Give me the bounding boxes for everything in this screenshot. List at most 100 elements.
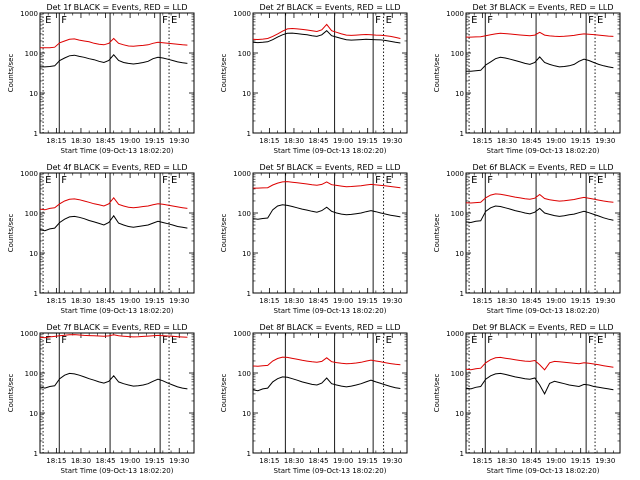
event-marker-label: E [471,15,477,26]
y-tick-label: 1 [34,450,38,458]
plot-frame [465,172,621,294]
panel-det-3: Det 3f BLACK = Events, RED = LLD Counts/s… [433,3,621,155]
x-tick-label: 18:45 [521,137,541,145]
x-tick-label: 18:45 [521,457,541,465]
y-axis-label: Counts/sec [220,374,228,413]
x-tick-label: 18:30 [284,137,304,145]
x-tick-label: 19:15 [571,297,591,305]
series-events [466,56,614,72]
y-tick-label: 1 [34,290,38,298]
x-tick-label: 18:15 [259,137,279,145]
x-tick-label: 19:15 [358,137,378,145]
y-tick-label: 100 [25,50,38,58]
x-tick-label: 19:15 [145,297,165,305]
x-tick-label: 19:30 [595,137,615,145]
series-lld [252,23,401,41]
x-tick-label: 18:30 [71,137,91,145]
series-lld [465,356,614,371]
series-events [252,376,401,392]
y-tick-label: 1000 [233,10,251,18]
x-axis-label: Start Time (09-Oct-13 18:02:20) [487,307,600,315]
x-tick-label: 19:00 [546,297,566,305]
event-marker-label: E [471,335,477,346]
x-tick-label: 18:30 [71,457,91,465]
panel-title: Det 9f BLACK = Events, RED = LLD [472,323,613,332]
x-tick-label: 18:45 [95,457,115,465]
series-events [39,372,188,390]
y-tick-label: 1000 [20,330,38,338]
x-tick-label: 19:30 [169,297,189,305]
x-axis-label: Start Time (09-Oct-13 18:02:20) [274,147,387,155]
y-tick-label: 1000 [233,330,251,338]
event-marker-label: F [162,335,168,346]
plot-frame [252,332,408,454]
y-tick-label: 10 [242,250,251,258]
series-lld [466,31,614,38]
panel-title: Det 5f BLACK = Events, RED = LLD [259,163,400,172]
panel-title: Det 7f BLACK = Events, RED = LLD [46,323,187,332]
panel-title: Det 2f BLACK = Events, RED = LLD [259,3,400,12]
event-marker-label: E [171,335,177,346]
plot-frame [465,332,621,454]
series-lld [252,356,401,367]
event-marker-label: F [61,175,67,186]
x-tick-label: 18:45 [308,137,328,145]
panel-title: Det 6f BLACK = Events, RED = LLD [472,163,613,172]
y-tick-label: 10 [29,90,38,98]
event-marker-label: E [45,15,51,26]
panel-det-2: Det 2f BLACK = Events, RED = LLD Counts/s… [220,3,408,155]
event-marker-label: E [45,335,51,346]
x-tick-label: 19:00 [120,297,140,305]
x-tick-label: 19:30 [382,297,402,305]
y-tick-label: 10 [455,250,464,258]
x-tick-label: 18:30 [284,297,304,305]
x-axis-label: Start Time (09-Oct-13 18:02:20) [487,147,600,155]
y-axis-label: Counts/sec [220,214,228,253]
x-tick-label: 19:30 [382,457,402,465]
event-marker-label: E [471,175,477,186]
plot-frame [39,172,195,294]
plot-frame [252,172,408,294]
event-marker-label: F [61,335,67,346]
event-marker-label: F [487,15,493,26]
panel-title: Det 4f BLACK = Events, RED = LLD [46,163,187,172]
panel-det-9: Det 9f BLACK = Events, RED = LLD Counts/s… [433,323,621,475]
y-tick-label: 100 [25,370,38,378]
series-events [40,54,188,68]
x-axis-label: Start Time (09-Oct-13 18:02:20) [61,147,174,155]
x-tick-label: 19:30 [595,297,615,305]
event-marker-label: F [588,335,594,346]
series-lld [253,181,401,189]
x-axis-label: Start Time (09-Oct-13 18:02:20) [274,467,387,475]
y-tick-label: 1000 [20,10,38,18]
x-tick-label: 19:00 [546,137,566,145]
x-tick-label: 18:15 [46,297,66,305]
panel-title: Det 8f BLACK = Events, RED = LLD [259,323,400,332]
y-tick-label: 100 [25,210,38,218]
y-tick-label: 10 [455,90,464,98]
event-marker-label: F [487,335,493,346]
y-tick-label: 1000 [446,170,464,178]
event-marker-label: F [375,15,381,26]
y-tick-label: 10 [242,90,251,98]
x-tick-label: 19:15 [571,137,591,145]
y-axis-label: Counts/sec [7,374,15,413]
y-tick-label: 1 [460,290,464,298]
panel-title: Det 1f BLACK = Events, RED = LLD [46,3,187,12]
event-marker-label: E [597,335,603,346]
y-tick-label: 1 [460,450,464,458]
x-tick-label: 19:30 [169,137,189,145]
panel-det-4: Det 4f BLACK = Events, RED = LLD Counts/s… [7,163,195,315]
event-marker-label: E [386,175,392,186]
y-tick-label: 1000 [446,330,464,338]
x-tick-label: 18:15 [46,457,66,465]
event-marker-label: F [375,175,381,186]
x-tick-label: 18:45 [308,457,328,465]
plot-frame [39,12,195,134]
y-tick-label: 10 [29,250,38,258]
x-tick-label: 19:15 [571,457,591,465]
panel-det-1: Det 1f BLACK = Events, RED = LLD Counts/s… [7,3,195,155]
y-tick-label: 100 [238,210,251,218]
event-marker-label: F [487,175,493,186]
x-tick-label: 19:15 [145,137,165,145]
